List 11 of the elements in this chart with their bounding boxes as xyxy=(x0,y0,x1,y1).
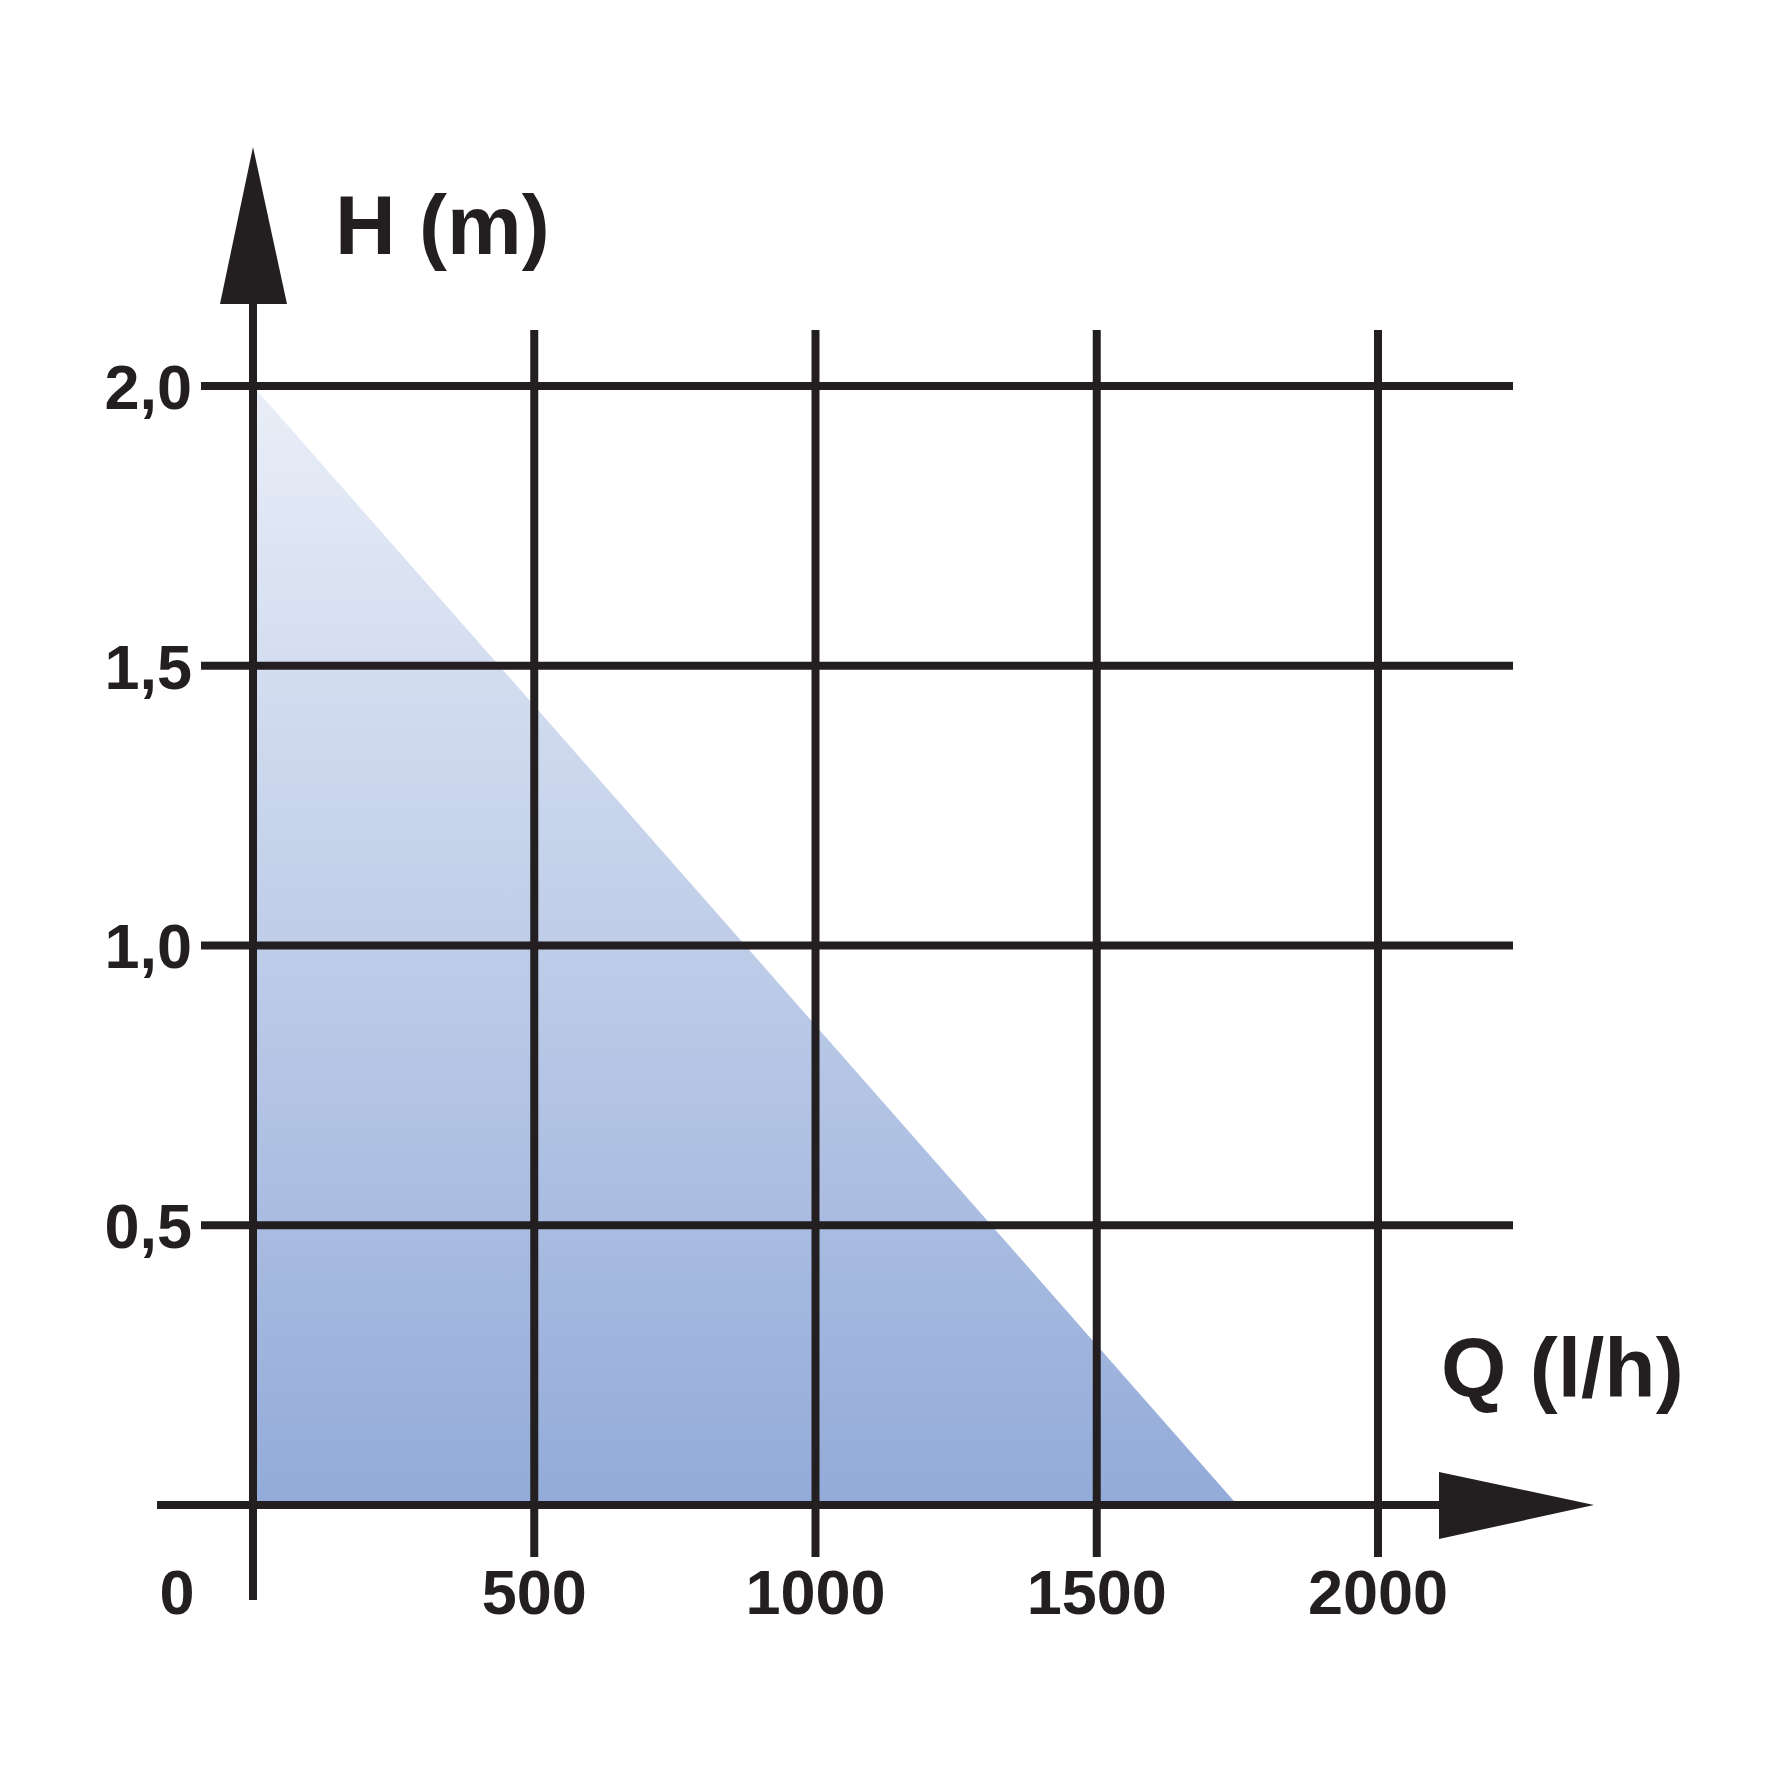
y-tick-label: 0,5 xyxy=(104,1191,192,1262)
y-tick-label: 1,0 xyxy=(104,911,192,982)
text: 0 xyxy=(159,1557,195,1627)
y-tick-label: 1,5 xyxy=(104,631,192,702)
x-tick-label: 1500 xyxy=(1026,1557,1167,1627)
x-tick-label: 500 xyxy=(481,1557,587,1627)
x-axis-title: Q (l/h) xyxy=(1441,1321,1684,1415)
x-tick-label: 1000 xyxy=(745,1557,886,1627)
y-tick-label: 2,0 xyxy=(104,351,192,422)
x-tick-label: 2000 xyxy=(1307,1557,1449,1627)
y-axis-title: H (m) xyxy=(335,178,550,272)
